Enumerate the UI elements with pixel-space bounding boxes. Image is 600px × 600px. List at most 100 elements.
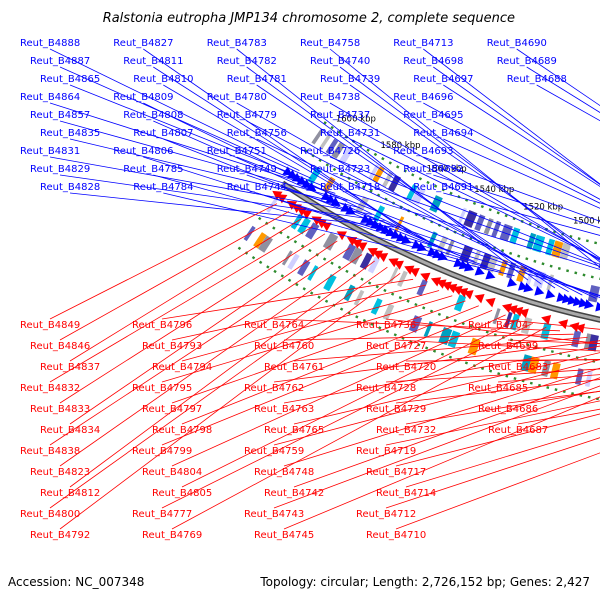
gene-label: Reut_B4764 (244, 320, 304, 331)
gene-label: Reut_B4796 (132, 320, 192, 331)
gene-label: Reut_B4726 (300, 146, 360, 157)
gene-label: Reut_B4792 (30, 530, 90, 541)
gene-label: Reut_B4736 (356, 320, 416, 331)
gene-label: Reut_B4809 (113, 92, 173, 103)
gene-connector (59, 233, 326, 404)
feature-block (323, 274, 337, 292)
gene-connector (395, 452, 600, 530)
gene-connector (507, 390, 600, 404)
gene-label: Reut_B4834 (40, 425, 100, 436)
feature-block (348, 246, 364, 265)
gene-label: Reut_B4829 (30, 164, 90, 175)
gene-arrow (534, 285, 545, 296)
gene-connector (349, 138, 600, 260)
gene-arrow (474, 266, 485, 276)
gene-arrow (502, 303, 513, 313)
gene-connector (283, 396, 600, 530)
gene-label: Reut_B4807 (133, 128, 193, 139)
gene-connector (59, 66, 312, 179)
gene-arrow (485, 270, 496, 280)
gene-label: Reut_B4756 (227, 128, 287, 139)
gene-label: Reut_B4719 (356, 446, 416, 457)
gene-label: Reut_B4804 (142, 467, 202, 478)
gene-label: Reut_B4699 (478, 341, 538, 352)
feature-block (551, 240, 564, 259)
feature-block (382, 303, 395, 321)
gene-label: Reut_B4743 (244, 509, 304, 520)
gene-label: Reut_B4691 (413, 182, 473, 193)
gene-connector (163, 192, 515, 277)
gene-connector (293, 352, 600, 425)
feature-block (491, 220, 502, 238)
gene-connector (49, 226, 314, 383)
gene-connector (59, 120, 348, 201)
gene-connector (385, 400, 600, 446)
gene-connector (181, 318, 520, 488)
gene-arrow (372, 250, 384, 260)
gene-label: Reut_B4714 (376, 488, 436, 499)
feature-block (416, 279, 428, 297)
gene-label: Reut_B4694 (413, 128, 473, 139)
gene-label: Reut_B4739 (320, 74, 380, 85)
gene-connector (443, 192, 600, 236)
feature-block (397, 270, 408, 288)
gene-arrow (351, 239, 363, 249)
feature-block (343, 284, 356, 302)
feature-block (322, 176, 336, 194)
gene-arrow (507, 305, 518, 315)
gene-label: Reut_B4782 (217, 56, 277, 67)
gene-label: Reut_B4760 (254, 341, 314, 352)
gene-connector (349, 192, 600, 270)
kbp-tick-label: 1580 kbp (380, 141, 420, 151)
feature-block (520, 317, 533, 335)
gene-arrow (272, 190, 283, 201)
feature-block (526, 232, 537, 250)
gene-label: Reut_B4781 (227, 74, 287, 85)
gene-label: Reut_B4688 (507, 74, 567, 85)
feature-block (406, 184, 418, 201)
gene-connector (385, 437, 600, 509)
forward-gene-labels: Reut_B4888 Reut_B4887 Reut_B4865 Reut_B4864… (20, 38, 600, 299)
feature-block (408, 315, 423, 333)
gene-connector (171, 314, 506, 467)
gene-connector (49, 266, 388, 509)
gene-label: Reut_B4811 (123, 56, 183, 67)
feature-block (483, 217, 494, 235)
feature-block (545, 238, 556, 256)
feature-block (411, 186, 426, 205)
gene-connector (423, 48, 600, 185)
gene-label: Reut_B4697 (413, 74, 473, 85)
topology-label: Topology: circular; Length: 2,726,152 bp… (259, 575, 590, 589)
gene-connector (423, 156, 600, 222)
gene-connector (395, 339, 600, 352)
gene-arrow (367, 247, 378, 257)
gene-connector (161, 310, 493, 446)
gene-label: Reut_B4731 (320, 128, 380, 139)
gene-arrow (321, 222, 332, 232)
gene-connector (339, 66, 600, 263)
gene-label: Reut_B4683 (488, 362, 548, 373)
feature-block (438, 326, 453, 346)
feature-block (436, 235, 449, 253)
feature-block (559, 242, 572, 261)
feature-block (307, 167, 322, 185)
gene-label: Reut_B4795 (132, 383, 192, 394)
gene-label: Reut_B4727 (366, 341, 426, 352)
gene-connector (49, 48, 300, 171)
gene-arrow (393, 260, 404, 270)
gene-arrow (485, 297, 496, 308)
tick-ring-1 (304, 149, 600, 280)
gene-arrow (430, 277, 442, 287)
kbp-tick-label: 1560 kbp (427, 165, 467, 175)
gene-arrow (463, 290, 474, 300)
gene-label: Reut_B4837 (40, 362, 100, 373)
gene-connector (433, 66, 600, 186)
gene-connector (497, 318, 600, 330)
gene-arrow (436, 279, 447, 289)
gene-connector (273, 318, 561, 332)
gene-label: Reut_B4805 (152, 488, 212, 499)
gene-arrow (584, 299, 594, 309)
gene-connector (349, 84, 600, 259)
feature-block (253, 232, 267, 249)
gene-label: Reut_B4710 (366, 530, 426, 541)
